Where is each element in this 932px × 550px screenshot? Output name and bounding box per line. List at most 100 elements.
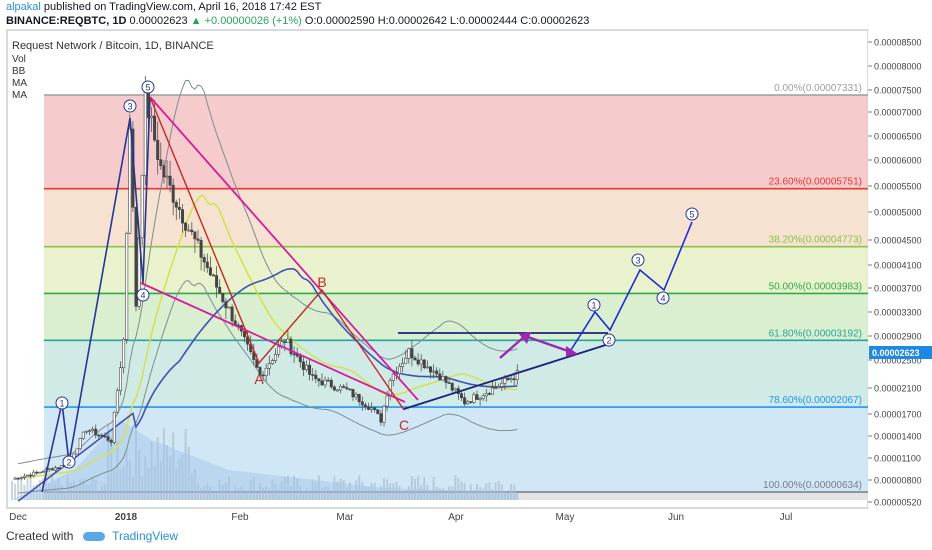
candle [177,206,181,210]
candle [143,85,147,176]
candle [109,440,113,443]
volume-bar [100,486,103,500]
close-label: C: [520,15,532,27]
time-tick-label: May [556,512,575,523]
candle [373,407,377,410]
wedge-upper-line [149,96,419,401]
volume-bar [290,485,292,500]
volume-bar [228,476,230,500]
price-tick-label: 0.00001100 [874,454,921,464]
candle [339,386,343,391]
low-value: 0.00002444 [459,15,518,27]
volume-bar [94,479,97,500]
volume-bar [339,478,342,500]
candle [119,367,123,392]
author-link[interactable]: alpakal [6,1,41,13]
projection-label: 2 [606,336,611,346]
candle [413,357,417,361]
volume-bar [147,467,150,500]
footer: Created with TradingView [6,529,178,543]
volume-bar [479,487,482,500]
candle [416,359,420,365]
volume-bar [255,492,258,500]
open-value: 0.00002590 [316,15,375,27]
volume-bar [206,483,209,500]
fib-label: 0.00%(0.00007331) [774,83,862,94]
volume-bar [516,492,519,500]
candle [469,401,473,404]
projection-marker [685,207,699,221]
projection-marker [631,253,645,267]
volume-bar [85,483,88,500]
volume-bar [11,480,13,500]
volume-bar [262,487,265,500]
candle [422,359,426,369]
volume-bar [135,425,137,500]
volume-bar [162,428,165,500]
candle [78,438,82,450]
volume-bar [268,488,271,500]
candle [277,346,281,355]
ohlc-line: BINANCE:REQBTC, 1D 0.00002623 ▲ +0.00000… [6,15,589,27]
candle [150,115,154,118]
fib-zone [44,95,868,189]
indicator-label: BB [12,66,26,77]
last-price-marker [869,346,932,359]
volume-bar [389,483,392,500]
price-tick-label: 0.00008000 [874,62,922,72]
candle [354,394,358,398]
volume-bar [407,486,410,500]
elliott-wave-marker [123,99,137,113]
candle [221,293,225,302]
volume-bar [280,481,283,500]
bollinger-lower-line [18,280,518,494]
candle [261,374,265,377]
tradingview-link[interactable]: TradingView [112,529,179,543]
candle [205,261,209,268]
candle [407,348,411,359]
projection-label: 4 [660,294,665,304]
candle [16,477,20,480]
candle [379,413,383,423]
volume-bar [63,491,66,500]
candle [273,354,277,361]
volume-bar [445,491,447,500]
tradingview-logo-icon [82,532,105,542]
time-tick-label: 2018 [115,512,138,523]
candle [159,159,163,167]
candle [128,128,132,234]
projection-label: 1 [591,301,596,311]
abc-label: B [317,274,326,290]
price-tick-label: 0.00002900 [874,332,922,342]
close-value: 0.00002623 [531,15,590,27]
volume-bar [252,477,255,500]
candle [174,202,178,208]
price-tick-label: 0.00002100 [874,384,922,394]
volume-bar [293,475,296,500]
volume-bar [79,479,82,500]
time-tick-label: Apr [448,512,464,523]
candle [370,407,374,410]
price-tick-label: 0.00003300 [874,308,922,318]
candle [298,355,302,363]
candle [29,474,33,477]
abc-label: C [399,417,409,433]
volume-bar [367,486,370,500]
candle [490,387,494,395]
fib-label: 23.60%(0.00005751) [769,177,862,188]
candle [419,359,423,365]
volume-bar [364,486,367,500]
volume-bar [259,483,261,500]
candle [193,231,197,240]
publish-line: alpakal published on TradingView.com, Ap… [6,1,321,13]
volume-bar [209,486,212,500]
candlestick-series [13,75,519,481]
candle [215,275,219,288]
projection-label: 5 [689,210,694,220]
candle [329,380,333,388]
volume-bar [166,445,168,500]
volume-bar [190,473,193,500]
price-tick-label: 0.00005000 [874,208,922,218]
volume-bar [513,484,516,500]
